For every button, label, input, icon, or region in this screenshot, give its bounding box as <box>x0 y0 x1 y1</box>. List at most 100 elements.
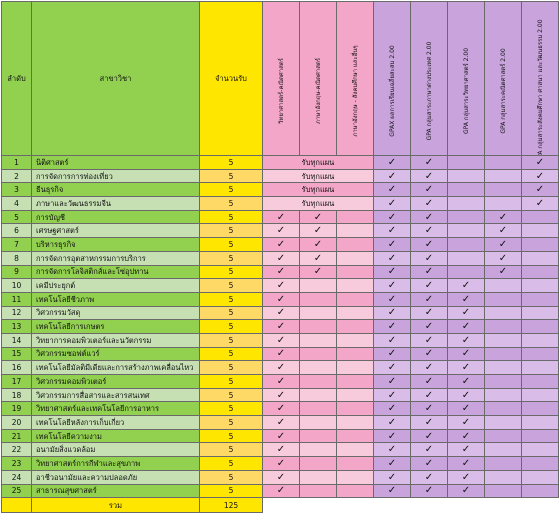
row-seats: 5 <box>199 442 263 458</box>
row-check-mark <box>447 264 485 280</box>
row-check-mark: ✓ <box>484 250 522 266</box>
row-check-mark: ✓ <box>262 319 300 334</box>
row-check-mark: ✓ <box>410 278 448 293</box>
row-major-name: การจัดการการท่องเที่ยว <box>31 168 200 184</box>
row-check-mark: ✓ <box>410 428 448 444</box>
row-check-mark: ✓ <box>484 223 522 239</box>
row-check-mark <box>521 346 559 362</box>
row-check-mark: ✓ <box>447 332 485 348</box>
row-check-mark: ✓ <box>521 155 559 170</box>
header-col-eng-math: ภาษาอังกฤษ-คณิตศาสตร์ <box>299 1 337 156</box>
row-major-name: เทคโนโลยีหลังการเก็บเกี่ยว <box>31 415 200 430</box>
total-empty-cell <box>1 497 32 514</box>
row-check-mark <box>521 387 559 403</box>
table-row: 15 วิศวกรรมซอฟต์แวร์ 5 ✓ ✓ ✓ ✓ <box>1 346 559 362</box>
row-check-mark: ✓ <box>262 401 300 417</box>
row-check-mark: ✓ <box>262 360 300 375</box>
row-check-mark: ✓ <box>447 291 485 307</box>
row-check-mark: ✓ <box>410 209 448 225</box>
total-value: 125 <box>199 497 263 514</box>
row-any-plan: รับทุกแผน <box>262 168 374 184</box>
row-number: 13 <box>1 319 32 334</box>
table-row: 7 บริหารธุรกิจ 5 ✓ ✓ ✓ ✓ ✓ <box>1 237 559 252</box>
table-row: 22 อนามัยสิ่งแวดล้อม 5 ✓ ✓ ✓ ✓ <box>1 442 559 458</box>
row-number: 25 <box>1 483 32 499</box>
row-check-mark <box>299 401 337 417</box>
total-label: รวม <box>31 497 200 514</box>
row-check-mark <box>521 401 559 417</box>
row-check-mark: ✓ <box>447 469 485 485</box>
row-check-mark: ✓ <box>410 291 448 307</box>
row-major-name: เศรษฐศาสตร์ <box>31 223 200 239</box>
row-number: 19 <box>1 401 32 417</box>
row-check-mark: ✓ <box>410 332 448 348</box>
row-check-mark <box>484 483 522 499</box>
header-col-label: ภาษาอังกฤษ-คณิตศาสตร์ <box>315 57 322 124</box>
row-seats: 5 <box>199 237 263 252</box>
table-row: 20 เทคโนโลยีหลังการเก็บเกี่ยว 5 ✓ ✓ ✓ ✓ <box>1 415 559 430</box>
header-no: ลำดับ <box>1 1 32 156</box>
header-row: ลำดับ สาขาวิชา จำนวนรับ วิทยาศาสตร์-คณิต… <box>1 1 559 156</box>
row-check-mark: ✓ <box>373 401 411 417</box>
row-check-mark <box>521 278 559 293</box>
row-check-mark <box>299 456 337 471</box>
row-check-mark: ✓ <box>410 360 448 375</box>
row-check-mark: ✓ <box>262 469 300 485</box>
row-check-mark <box>447 155 485 170</box>
row-check-mark: ✓ <box>410 264 448 280</box>
row-seats: 5 <box>199 264 263 280</box>
row-check-mark: ✓ <box>447 278 485 293</box>
row-check-mark <box>447 182 485 198</box>
row-check-mark <box>336 264 374 280</box>
row-major-name: วิทยาศาสตร์และเทคโนโลยีการอาหาร <box>31 401 200 417</box>
row-major-name: วิศวกรรมการสื่อสารและสารสนเทศ <box>31 387 200 403</box>
row-check-mark: ✓ <box>447 442 485 458</box>
row-check-mark <box>484 360 522 375</box>
row-check-mark: ✓ <box>447 456 485 471</box>
row-check-mark: ✓ <box>447 428 485 444</box>
row-check-mark: ✓ <box>447 319 485 334</box>
row-check-mark: ✓ <box>299 237 337 252</box>
row-check-mark <box>336 278 374 293</box>
row-major-name: เทคโนโลยีมัลติมีเดียและการสร้างภาพเคลื่อ… <box>31 360 200 375</box>
row-check-mark <box>484 346 522 362</box>
row-major-name: เทคโนโลยีชีวภาพ <box>31 291 200 307</box>
row-number: 22 <box>1 442 32 458</box>
row-check-mark <box>484 469 522 485</box>
row-major-name: วิทยาศาสตร์การกีฬาและสุขภาพ <box>31 456 200 471</box>
row-number: 7 <box>1 237 32 252</box>
row-check-mark: ✓ <box>262 250 300 266</box>
row-major-name: การจัดการโลจิสติกส์และโซ่อุปทาน <box>31 264 200 280</box>
row-check-mark <box>299 469 337 485</box>
row-check-mark: ✓ <box>262 264 300 280</box>
row-check-mark <box>299 332 337 348</box>
row-check-mark: ✓ <box>299 223 337 239</box>
row-check-mark <box>447 196 485 211</box>
row-check-mark <box>484 155 522 170</box>
row-check-mark <box>299 278 337 293</box>
row-check-mark: ✓ <box>447 483 485 499</box>
row-check-mark <box>521 456 559 471</box>
row-check-mark: ✓ <box>262 483 300 499</box>
row-check-mark <box>336 209 374 225</box>
row-number: 17 <box>1 374 32 389</box>
row-check-mark: ✓ <box>410 469 448 485</box>
row-check-mark <box>336 442 374 458</box>
row-check-mark: ✓ <box>262 223 300 239</box>
row-check-mark <box>521 291 559 307</box>
row-check-mark <box>299 428 337 444</box>
row-seats: 5 <box>199 415 263 430</box>
row-seats: 5 <box>199 182 263 198</box>
header-col-gpa-math: GPA กลุ่มสาระคณิตศาสตร์ 2.00 <box>484 1 522 156</box>
row-check-mark <box>336 456 374 471</box>
row-check-mark <box>521 237 559 252</box>
row-number: 8 <box>1 250 32 266</box>
row-check-mark <box>521 264 559 280</box>
row-check-mark: ✓ <box>410 374 448 389</box>
row-check-mark <box>299 360 337 375</box>
table-row: 11 เทคโนโลยีชีวภาพ 5 ✓ ✓ ✓ ✓ <box>1 291 559 307</box>
row-major-name: สาธารณสุขศาสตร์ <box>31 483 200 499</box>
row-check-mark: ✓ <box>262 456 300 471</box>
